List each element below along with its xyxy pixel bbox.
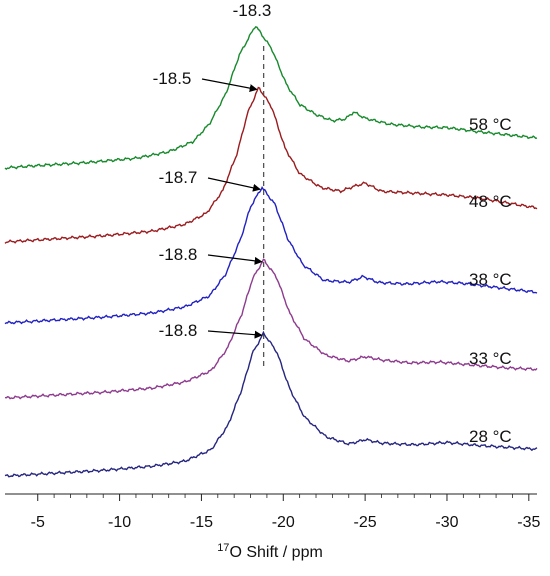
x-tick-label-4: -20: [272, 514, 295, 531]
x-axis-title-main: O Shift / ppm: [229, 544, 322, 561]
peak-arrow-4: [207, 254, 263, 265]
series-label-5: 28 °C: [469, 427, 512, 446]
peak-arrow-5: [207, 330, 263, 339]
x-tick-label-2: -10: [108, 514, 131, 531]
peak-label-1: -18.3: [233, 1, 272, 20]
series-label-3: 38 °C: [469, 270, 512, 289]
x-tick-label-7: -35: [517, 514, 540, 531]
series-label-1: 58 °C: [469, 115, 512, 134]
peak-arrow-3: [207, 177, 261, 192]
x-axis-title-superscript: 17: [217, 542, 229, 554]
x-axis-title: 17O Shift / ppm: [217, 542, 323, 561]
x-tick-label-1: -5: [31, 514, 45, 531]
peak-label-2: -18.5: [153, 69, 192, 88]
x-tick-label-3: -15: [190, 514, 213, 531]
spectrum-line-5: [4, 330, 538, 478]
x-tick-label-5: -25: [354, 514, 377, 531]
spectrum-line-2: [4, 86, 538, 244]
spectrum-line-4: [4, 258, 538, 400]
peak-label-3: -18.7: [159, 168, 198, 187]
series-label-4: 33 °C: [469, 349, 512, 368]
series-label-2: 48 °C: [469, 192, 512, 211]
spectrum-line-1: [4, 25, 538, 171]
peak-arrow-2: [201, 78, 258, 93]
spectrum-line-3: [4, 186, 538, 325]
peak-label-5: -18.8: [159, 321, 198, 340]
x-tick-label-6: -30: [435, 514, 458, 531]
peak-label-4: -18.8: [159, 245, 198, 264]
